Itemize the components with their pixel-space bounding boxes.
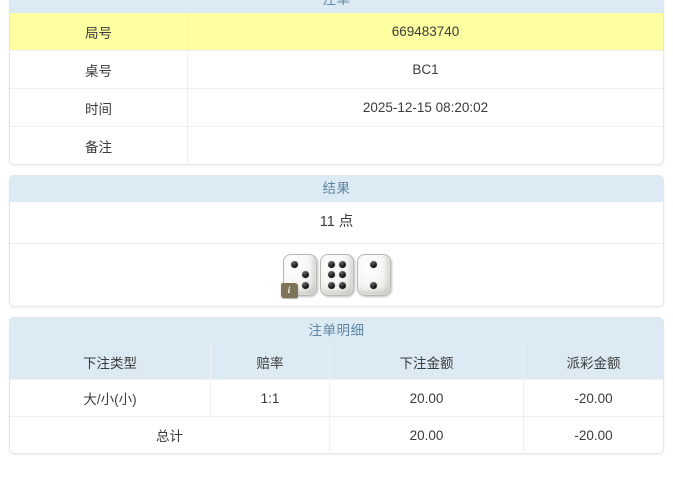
die-pip: [370, 260, 377, 268]
die-pip: [338, 271, 346, 279]
bet-slip-table: 局号 669483740 桌号 BC1 时间 2025-12-15 08:20:…: [10, 13, 663, 164]
die-pip: [338, 282, 346, 290]
column-header-bet-amount: 下注金额: [329, 344, 524, 380]
table-row: 桌号 BC1: [10, 50, 663, 89]
die-pip: [290, 260, 298, 268]
bet-detail-table: 下注类型 赔率 下注金额 派彩金额 大/小(小) 1:1 20.00 -20.0…: [10, 344, 663, 453]
cell-payout: -20.00: [523, 379, 663, 417]
die-pip: [338, 260, 346, 268]
die-3: [356, 254, 391, 296]
die-pip: [327, 260, 335, 268]
row-label-time: 时间: [10, 88, 188, 127]
die-pip: [327, 271, 335, 279]
info-badge-icon[interactable]: i: [280, 283, 298, 298]
die-pip: [301, 282, 309, 290]
bet-detail-card: 注单明细 下注类型 赔率 下注金额 派彩金额 大/小(小) 1:1 20.00 …: [9, 317, 664, 454]
cell-total-bet-amount: 20.00: [329, 416, 524, 453]
table-total-row: 总计 20.00 -20.00: [10, 416, 663, 453]
die-pip: [301, 271, 309, 279]
table-header-row: 下注类型 赔率 下注金额 派彩金额: [10, 344, 663, 380]
result-title: 结果: [10, 176, 663, 202]
cell-bet-type: 大/小(小): [10, 379, 211, 417]
row-label-remark: 备注: [10, 126, 188, 164]
cell-total-label: 总计: [10, 416, 330, 453]
cell-total-payout: -20.00: [523, 416, 663, 453]
row-value-game-number: 669483740: [187, 13, 663, 51]
cell-odds: 1:1: [210, 379, 330, 417]
table-row: 备注: [10, 126, 663, 164]
bet-slip-title: 注单: [10, 0, 663, 13]
column-header-odds: 赔率: [210, 344, 330, 380]
column-header-payout: 派彩金额: [523, 344, 663, 380]
dice-group: i: [10, 244, 663, 306]
die-2: [319, 254, 354, 296]
die-1: i: [280, 254, 317, 298]
column-header-bet-type: 下注类型: [10, 344, 211, 380]
bet-slip-card: 注单 局号 669483740 桌号 BC1 时间 2025-12-15 08:…: [9, 0, 664, 165]
table-row: 大/小(小) 1:1 20.00 -20.00: [10, 379, 663, 417]
result-card: 结果 11 点 i: [9, 175, 664, 307]
row-label-game-number: 局号: [10, 13, 188, 51]
row-value-table-number: BC1: [187, 50, 663, 89]
table-row: 局号 669483740: [10, 13, 663, 51]
row-value-time: 2025-12-15 08:20:02: [187, 88, 663, 127]
table-row: 时间 2025-12-15 08:20:02: [10, 88, 663, 127]
cell-bet-amount: 20.00: [329, 379, 524, 417]
row-value-remark: [187, 126, 663, 164]
row-label-table-number: 桌号: [10, 50, 188, 89]
bet-detail-title: 注单明细: [10, 318, 663, 344]
die-pip: [327, 282, 335, 290]
bet-detail-page: 注单 局号 669483740 桌号 BC1 时间 2025-12-15 08:…: [9, 0, 664, 454]
die-pip: [370, 282, 377, 290]
result-points: 11 点: [10, 202, 663, 244]
